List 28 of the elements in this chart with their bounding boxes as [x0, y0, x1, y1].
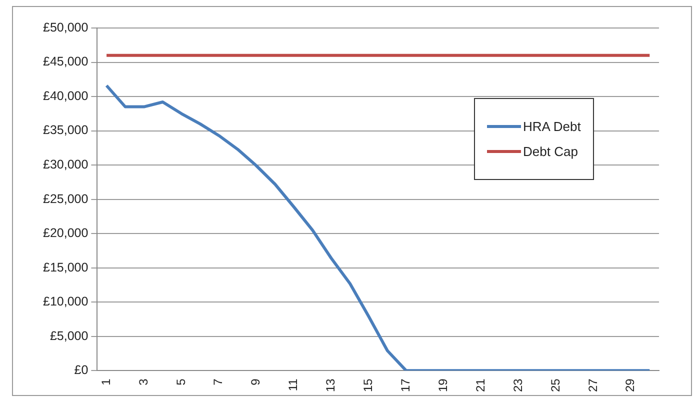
x-tick-label: 29 [623, 378, 638, 392]
y-tick-label: £10,000 [42, 294, 88, 309]
y-tick-label: £40,000 [42, 88, 88, 103]
x-tick-label: 15 [361, 378, 376, 392]
y-tick-label: £5,000 [50, 328, 88, 343]
x-tick-label: 3 [136, 378, 150, 386]
x-tick-label: 7 [211, 378, 226, 386]
y-tick-label: £35,000 [42, 123, 88, 138]
x-tick-label: 11 [286, 378, 300, 392]
y-tick-label: £45,000 [42, 54, 88, 69]
y-tick-label: £15,000 [42, 260, 88, 274]
x-tick-label: 19 [436, 378, 450, 392]
y-tick-label: £25,000 [42, 192, 88, 206]
x-tick-label: 9 [248, 378, 263, 386]
y-tick-label: £20,000 [42, 226, 88, 240]
x-tick-label: 13 [324, 378, 338, 392]
y-tick-label: £30,000 [42, 158, 88, 172]
legend-label: HRA Debt [523, 119, 581, 134]
x-tick-label: 27 [586, 378, 600, 392]
x-tick-label: 5 [174, 378, 188, 386]
x-tick-label: 1 [98, 378, 113, 386]
x-tick-label: 21 [473, 378, 488, 392]
legend-label: Debt Cap [523, 144, 578, 159]
x-tick-label: 17 [398, 378, 412, 392]
y-tick-label: £50,000 [42, 20, 88, 34]
x-tick-label: 25 [548, 378, 562, 392]
y-tick-label: £0 [74, 363, 88, 378]
x-tick-label: 23 [510, 378, 525, 392]
